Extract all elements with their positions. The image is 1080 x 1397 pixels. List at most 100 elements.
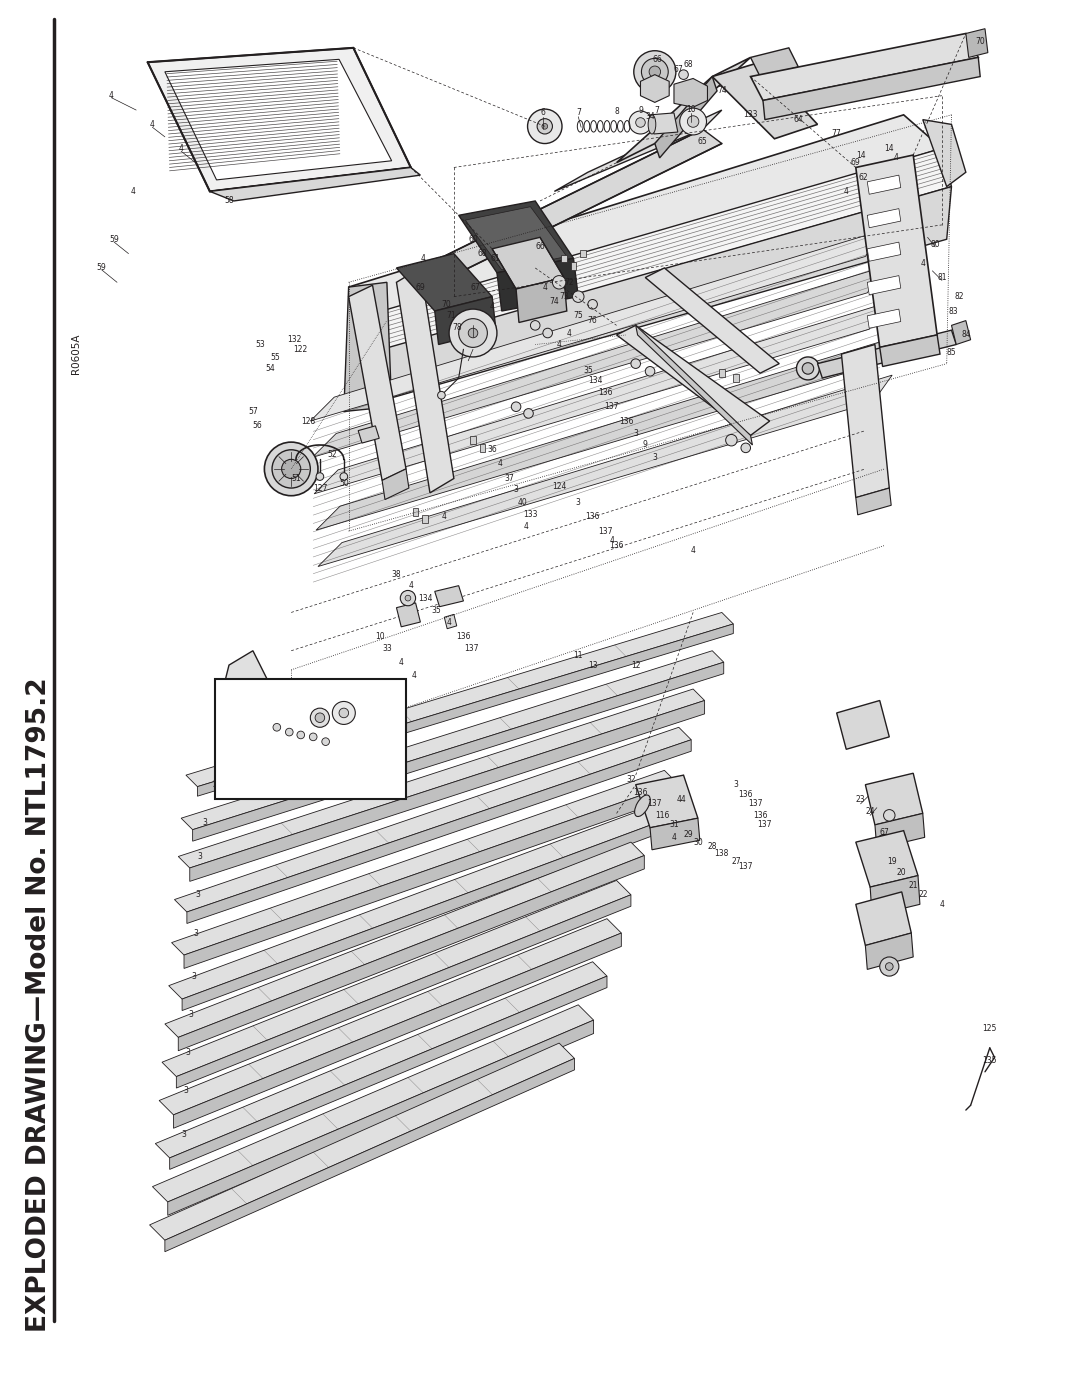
Text: 22: 22 bbox=[918, 890, 928, 900]
Text: 3: 3 bbox=[633, 429, 638, 439]
Text: 124: 124 bbox=[552, 482, 566, 490]
Ellipse shape bbox=[648, 115, 656, 134]
Ellipse shape bbox=[315, 712, 325, 722]
Polygon shape bbox=[178, 689, 704, 868]
Text: 21: 21 bbox=[908, 880, 918, 890]
Text: 128: 128 bbox=[301, 416, 315, 426]
Polygon shape bbox=[159, 919, 621, 1115]
Polygon shape bbox=[382, 469, 409, 500]
Text: 42: 42 bbox=[359, 722, 367, 728]
Polygon shape bbox=[636, 775, 698, 828]
Text: 9: 9 bbox=[638, 106, 643, 115]
Polygon shape bbox=[480, 444, 485, 451]
Polygon shape bbox=[880, 335, 940, 366]
Text: 13: 13 bbox=[588, 661, 597, 669]
Polygon shape bbox=[149, 1044, 575, 1241]
Polygon shape bbox=[174, 933, 621, 1129]
Ellipse shape bbox=[645, 366, 654, 376]
Ellipse shape bbox=[543, 328, 553, 338]
Text: 3: 3 bbox=[186, 1048, 190, 1058]
Text: 69: 69 bbox=[416, 282, 426, 292]
Ellipse shape bbox=[340, 472, 348, 481]
Polygon shape bbox=[219, 651, 272, 742]
Text: 4: 4 bbox=[411, 671, 416, 680]
Text: 4: 4 bbox=[893, 154, 899, 162]
Polygon shape bbox=[855, 831, 918, 887]
Text: 136: 136 bbox=[739, 789, 753, 799]
Text: 125: 125 bbox=[983, 1024, 997, 1034]
Polygon shape bbox=[870, 876, 920, 916]
Text: 4: 4 bbox=[131, 187, 136, 196]
Polygon shape bbox=[719, 369, 725, 377]
Ellipse shape bbox=[886, 963, 893, 971]
Bar bbox=[215, 679, 406, 799]
Text: 3: 3 bbox=[576, 497, 581, 507]
Text: 43: 43 bbox=[314, 732, 323, 738]
Text: 4: 4 bbox=[489, 302, 495, 310]
Text: 3: 3 bbox=[203, 819, 207, 827]
Text: 70: 70 bbox=[442, 300, 451, 309]
Text: 137: 137 bbox=[648, 799, 662, 809]
Ellipse shape bbox=[629, 110, 652, 134]
Text: 59: 59 bbox=[109, 235, 119, 243]
Ellipse shape bbox=[530, 320, 540, 330]
Polygon shape bbox=[497, 258, 578, 312]
Polygon shape bbox=[554, 110, 721, 191]
Ellipse shape bbox=[527, 109, 562, 144]
Text: 138: 138 bbox=[715, 849, 729, 858]
Text: 4: 4 bbox=[672, 833, 676, 842]
Text: 10: 10 bbox=[376, 631, 384, 641]
Text: 29: 29 bbox=[684, 830, 693, 840]
Polygon shape bbox=[516, 278, 567, 323]
Text: 24: 24 bbox=[865, 807, 875, 816]
Polygon shape bbox=[183, 821, 659, 1010]
Ellipse shape bbox=[553, 275, 566, 289]
Polygon shape bbox=[181, 651, 724, 830]
Text: 82: 82 bbox=[955, 292, 963, 302]
Ellipse shape bbox=[642, 59, 669, 85]
Ellipse shape bbox=[459, 319, 487, 348]
Text: 36: 36 bbox=[487, 446, 497, 454]
Ellipse shape bbox=[296, 764, 315, 782]
Polygon shape bbox=[349, 285, 406, 481]
Text: 23: 23 bbox=[855, 795, 865, 803]
Text: 49: 49 bbox=[243, 685, 253, 693]
Ellipse shape bbox=[524, 409, 534, 418]
Ellipse shape bbox=[273, 724, 281, 731]
Polygon shape bbox=[165, 59, 392, 180]
Text: 136: 136 bbox=[753, 810, 768, 820]
Ellipse shape bbox=[309, 733, 318, 740]
Text: 3: 3 bbox=[184, 1087, 188, 1095]
Polygon shape bbox=[312, 265, 887, 457]
Polygon shape bbox=[865, 933, 914, 970]
Text: 50: 50 bbox=[339, 479, 349, 488]
Polygon shape bbox=[187, 740, 691, 923]
Ellipse shape bbox=[265, 441, 318, 496]
Polygon shape bbox=[922, 120, 966, 187]
Ellipse shape bbox=[282, 460, 300, 479]
Polygon shape bbox=[148, 47, 410, 191]
Polygon shape bbox=[435, 296, 496, 345]
Text: 66: 66 bbox=[535, 243, 545, 251]
Text: 27: 27 bbox=[731, 856, 741, 866]
Polygon shape bbox=[654, 77, 717, 158]
Text: 5: 5 bbox=[315, 789, 321, 799]
Polygon shape bbox=[465, 207, 567, 270]
Text: 72: 72 bbox=[564, 278, 573, 286]
Polygon shape bbox=[343, 187, 951, 412]
Text: 4: 4 bbox=[843, 187, 849, 196]
Text: 137: 137 bbox=[605, 402, 619, 411]
Polygon shape bbox=[422, 515, 428, 522]
Text: 85: 85 bbox=[947, 348, 956, 356]
Polygon shape bbox=[310, 229, 885, 420]
Polygon shape bbox=[210, 168, 420, 201]
Polygon shape bbox=[176, 894, 631, 1088]
Polygon shape bbox=[762, 57, 981, 120]
Polygon shape bbox=[470, 436, 476, 444]
Text: 134: 134 bbox=[418, 594, 432, 602]
Polygon shape bbox=[190, 700, 704, 882]
Text: 67: 67 bbox=[674, 66, 684, 74]
Ellipse shape bbox=[687, 116, 699, 127]
Text: 74: 74 bbox=[550, 298, 559, 306]
Text: 8: 8 bbox=[615, 106, 619, 116]
